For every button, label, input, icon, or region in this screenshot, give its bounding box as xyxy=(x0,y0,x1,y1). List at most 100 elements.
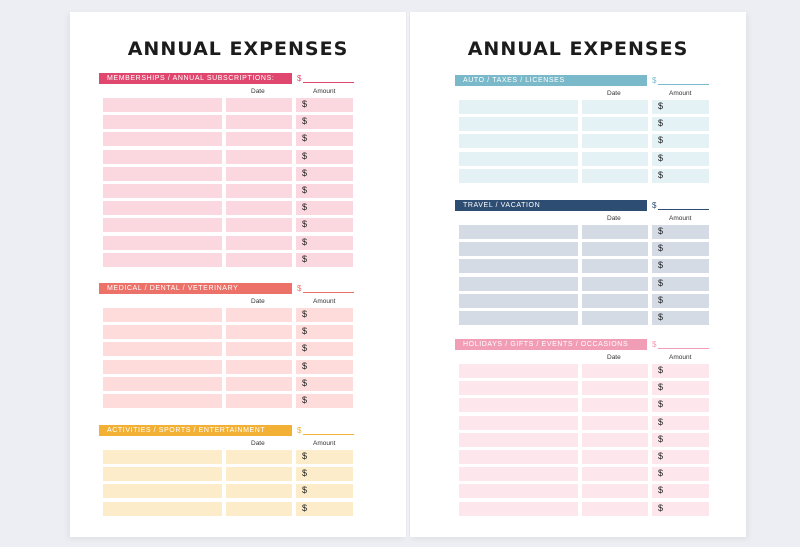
description-field[interactable] xyxy=(103,115,222,130)
amount-field[interactable]: $ xyxy=(652,484,709,499)
date-field[interactable] xyxy=(226,450,292,464)
description-field[interactable] xyxy=(459,432,578,447)
description-field[interactable] xyxy=(459,310,578,325)
amount-field[interactable]: $ xyxy=(652,415,709,430)
amount-field[interactable]: $ xyxy=(296,183,353,198)
amount-field[interactable]: $ xyxy=(652,100,709,114)
date-field[interactable] xyxy=(226,325,292,340)
description-field[interactable] xyxy=(103,166,222,181)
amount-field[interactable]: $ xyxy=(296,218,353,233)
amount-field[interactable]: $ xyxy=(652,259,709,274)
description-field[interactable] xyxy=(459,117,578,132)
date-field[interactable] xyxy=(226,359,292,374)
description-field[interactable] xyxy=(459,276,578,291)
description-field[interactable] xyxy=(103,359,222,374)
amount-field[interactable]: $ xyxy=(652,432,709,447)
date-field[interactable] xyxy=(582,168,648,183)
date-field[interactable] xyxy=(582,242,648,257)
description-field[interactable] xyxy=(103,450,222,464)
amount-field[interactable]: $ xyxy=(296,342,353,357)
description-field[interactable] xyxy=(103,218,222,233)
date-field[interactable] xyxy=(582,484,648,499)
date-field[interactable] xyxy=(582,432,648,447)
date-field[interactable] xyxy=(226,235,292,250)
description-field[interactable] xyxy=(459,168,578,183)
description-field[interactable] xyxy=(459,449,578,464)
amount-field[interactable]: $ xyxy=(296,376,353,391)
amount-field[interactable]: $ xyxy=(296,467,353,482)
date-field[interactable] xyxy=(226,149,292,164)
amount-field[interactable]: $ xyxy=(652,225,709,239)
section-total-field[interactable]: $ xyxy=(297,425,354,436)
description-field[interactable] xyxy=(459,415,578,430)
description-field[interactable] xyxy=(459,484,578,499)
date-field[interactable] xyxy=(226,501,292,516)
description-field[interactable] xyxy=(103,501,222,516)
amount-field[interactable]: $ xyxy=(296,166,353,181)
amount-field[interactable]: $ xyxy=(652,449,709,464)
date-field[interactable] xyxy=(582,467,648,482)
date-field[interactable] xyxy=(582,151,648,166)
date-field[interactable] xyxy=(226,342,292,357)
date-field[interactable] xyxy=(582,276,648,291)
date-field[interactable] xyxy=(582,134,648,149)
date-field[interactable] xyxy=(226,376,292,391)
date-field[interactable] xyxy=(226,308,292,322)
description-field[interactable] xyxy=(103,393,222,408)
amount-field[interactable]: $ xyxy=(652,364,709,378)
date-field[interactable] xyxy=(226,484,292,499)
description-field[interactable] xyxy=(459,293,578,308)
date-field[interactable] xyxy=(582,364,648,378)
description-field[interactable] xyxy=(459,151,578,166)
description-field[interactable] xyxy=(103,149,222,164)
amount-field[interactable]: $ xyxy=(652,276,709,291)
date-field[interactable] xyxy=(226,115,292,130)
section-total-field[interactable]: $ xyxy=(297,73,354,84)
amount-field[interactable]: $ xyxy=(296,501,353,516)
amount-field[interactable]: $ xyxy=(296,98,353,112)
amount-field[interactable]: $ xyxy=(296,115,353,130)
date-field[interactable] xyxy=(226,132,292,147)
section-total-field[interactable]: $ xyxy=(652,200,709,211)
date-field[interactable] xyxy=(226,166,292,181)
amount-field[interactable]: $ xyxy=(296,308,353,322)
date-field[interactable] xyxy=(226,201,292,216)
description-field[interactable] xyxy=(103,201,222,216)
amount-field[interactable]: $ xyxy=(652,467,709,482)
description-field[interactable] xyxy=(103,467,222,482)
amount-field[interactable]: $ xyxy=(652,310,709,325)
description-field[interactable] xyxy=(103,235,222,250)
section-total-field[interactable]: $ xyxy=(297,283,354,294)
date-field[interactable] xyxy=(226,183,292,198)
date-field[interactable] xyxy=(582,381,648,396)
amount-field[interactable]: $ xyxy=(296,393,353,408)
date-field[interactable] xyxy=(582,293,648,308)
description-field[interactable] xyxy=(459,398,578,413)
amount-field[interactable]: $ xyxy=(652,168,709,183)
amount-field[interactable]: $ xyxy=(652,134,709,149)
date-field[interactable] xyxy=(226,98,292,112)
description-field[interactable] xyxy=(103,342,222,357)
amount-field[interactable]: $ xyxy=(296,252,353,267)
amount-field[interactable]: $ xyxy=(296,201,353,216)
section-total-field[interactable]: $ xyxy=(652,75,709,86)
date-field[interactable] xyxy=(582,100,648,114)
date-field[interactable] xyxy=(582,117,648,132)
description-field[interactable] xyxy=(103,308,222,322)
description-field[interactable] xyxy=(459,259,578,274)
description-field[interactable] xyxy=(459,501,578,516)
amount-field[interactable]: $ xyxy=(652,398,709,413)
amount-field[interactable]: $ xyxy=(296,149,353,164)
description-field[interactable] xyxy=(459,100,578,114)
description-field[interactable] xyxy=(103,325,222,340)
date-field[interactable] xyxy=(582,501,648,516)
date-field[interactable] xyxy=(226,467,292,482)
description-field[interactable] xyxy=(103,183,222,198)
date-field[interactable] xyxy=(582,225,648,239)
amount-field[interactable]: $ xyxy=(296,484,353,499)
amount-field[interactable]: $ xyxy=(296,325,353,340)
amount-field[interactable]: $ xyxy=(652,293,709,308)
date-field[interactable] xyxy=(226,218,292,233)
date-field[interactable] xyxy=(582,310,648,325)
amount-field[interactable]: $ xyxy=(296,235,353,250)
